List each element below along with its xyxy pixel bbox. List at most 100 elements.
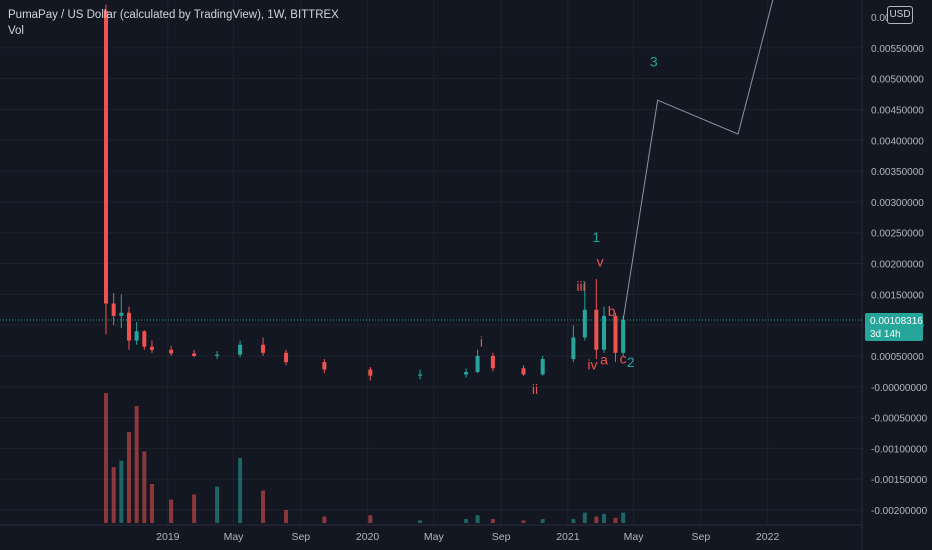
volume-bar bbox=[582, 512, 587, 523]
volume-label: Vol bbox=[8, 25, 24, 37]
x-tick-label: May bbox=[624, 531, 645, 543]
candle-body bbox=[475, 355, 480, 372]
candle-body bbox=[582, 309, 587, 338]
volume-bar bbox=[126, 432, 131, 523]
wave-label: iii bbox=[576, 278, 585, 294]
candle-body bbox=[621, 320, 626, 353]
y-tick-label: 0.00550000 bbox=[871, 44, 924, 55]
candle-body bbox=[521, 368, 526, 375]
y-tick-label: 0.00300000 bbox=[871, 198, 924, 209]
wave-label: a bbox=[600, 352, 608, 368]
candle-body bbox=[126, 312, 131, 341]
y-tick-label: 0.00050000 bbox=[871, 352, 924, 363]
wave-label: v bbox=[597, 254, 604, 270]
wave-label: 1 bbox=[592, 229, 600, 245]
y-tick-label: 0.00 bbox=[871, 13, 891, 24]
volume-bar bbox=[192, 494, 197, 523]
y-tick-label: 0.00500000 bbox=[871, 75, 924, 86]
volume-bar bbox=[613, 517, 618, 523]
candle-body bbox=[490, 355, 495, 369]
volume-bar bbox=[322, 516, 327, 523]
volume-bar bbox=[594, 516, 599, 523]
y-tick-label: 0.00200000 bbox=[871, 260, 924, 271]
candle-body bbox=[284, 352, 289, 363]
x-tick-label: Sep bbox=[291, 531, 310, 543]
candle-body bbox=[142, 331, 147, 347]
volume-bar bbox=[464, 519, 469, 523]
wave-label: b bbox=[608, 303, 616, 319]
volume-bar bbox=[601, 513, 606, 523]
volume-bar bbox=[104, 393, 108, 523]
y-tick-label: -0.00100000 bbox=[871, 444, 928, 455]
wave-label: c bbox=[620, 350, 627, 366]
volume-bar bbox=[215, 486, 220, 523]
candle-body bbox=[119, 312, 124, 316]
y-tick-label: 0.00250000 bbox=[871, 229, 924, 240]
candle-body bbox=[464, 371, 469, 375]
candle-body bbox=[149, 346, 154, 350]
volume-bar bbox=[475, 515, 480, 523]
candle-body bbox=[601, 315, 606, 350]
x-tick-label: 2021 bbox=[556, 531, 580, 543]
last-price: 0.00108316 bbox=[870, 316, 923, 327]
x-tick-label: Sep bbox=[692, 531, 711, 543]
volume-bar bbox=[621, 512, 626, 523]
volume-bar bbox=[490, 519, 495, 523]
volume-bar bbox=[142, 451, 147, 523]
y-tick-label: 0.00150000 bbox=[871, 290, 924, 301]
volume-bar bbox=[169, 499, 174, 523]
y-tick-label: -0.00000000 bbox=[871, 383, 928, 394]
volume-bar bbox=[368, 515, 373, 523]
wave-label: i bbox=[480, 334, 483, 350]
candle-body bbox=[111, 303, 116, 316]
currency-button[interactable]: USD bbox=[887, 6, 913, 24]
x-tick-label: 2022 bbox=[756, 531, 780, 543]
volume-bar bbox=[119, 460, 124, 523]
volume-bar bbox=[418, 520, 423, 523]
volume-bar bbox=[238, 458, 243, 523]
chart-title: PumaPay / US Dollar (calculated by Tradi… bbox=[8, 9, 339, 21]
candle-body bbox=[613, 315, 618, 353]
last-price-badge: 0.00108316 3d 14h bbox=[865, 313, 923, 341]
candle-body bbox=[540, 359, 545, 375]
candle-body bbox=[368, 369, 373, 376]
candle-body bbox=[134, 331, 139, 341]
wave-label: 3 bbox=[650, 53, 658, 69]
volume-bar bbox=[149, 484, 154, 523]
y-tick-label: 0.00350000 bbox=[871, 167, 924, 178]
x-tick-label: May bbox=[424, 531, 445, 543]
volume-bar bbox=[571, 519, 576, 523]
x-tick-label: May bbox=[224, 531, 245, 543]
bar-countdown: 3d 14h bbox=[870, 329, 901, 340]
candle-body bbox=[104, 10, 108, 304]
x-tick-label: Sep bbox=[492, 531, 511, 543]
wave-label: 2 bbox=[627, 354, 635, 370]
x-tick-label: 2019 bbox=[156, 531, 180, 543]
candle-body bbox=[192, 353, 197, 356]
y-tick-label: -0.00050000 bbox=[871, 414, 928, 425]
candle-body bbox=[238, 344, 243, 355]
volume-bar bbox=[134, 406, 139, 523]
candle-body bbox=[418, 374, 423, 376]
y-tick-label: -0.00150000 bbox=[871, 475, 928, 486]
wave-label: ii bbox=[532, 381, 538, 397]
volume-bar bbox=[540, 519, 545, 523]
y-tick-label: -0.00200000 bbox=[871, 506, 928, 517]
candle-body bbox=[594, 309, 599, 350]
volume-bar bbox=[284, 510, 289, 523]
candle-body bbox=[261, 344, 266, 353]
candle-body bbox=[169, 349, 174, 354]
candle-body bbox=[215, 354, 220, 356]
volume-bar bbox=[261, 490, 266, 523]
y-tick-label: 0.00400000 bbox=[871, 136, 924, 147]
wave-projection-line bbox=[622, 0, 774, 321]
wave-label: iv bbox=[587, 356, 597, 372]
x-tick-label: 2020 bbox=[356, 531, 380, 543]
candle-body bbox=[322, 362, 327, 370]
candle-body bbox=[571, 337, 576, 360]
volume-bar bbox=[111, 467, 116, 523]
y-tick-label: 0.00450000 bbox=[871, 105, 924, 116]
volume-bar bbox=[521, 520, 526, 523]
